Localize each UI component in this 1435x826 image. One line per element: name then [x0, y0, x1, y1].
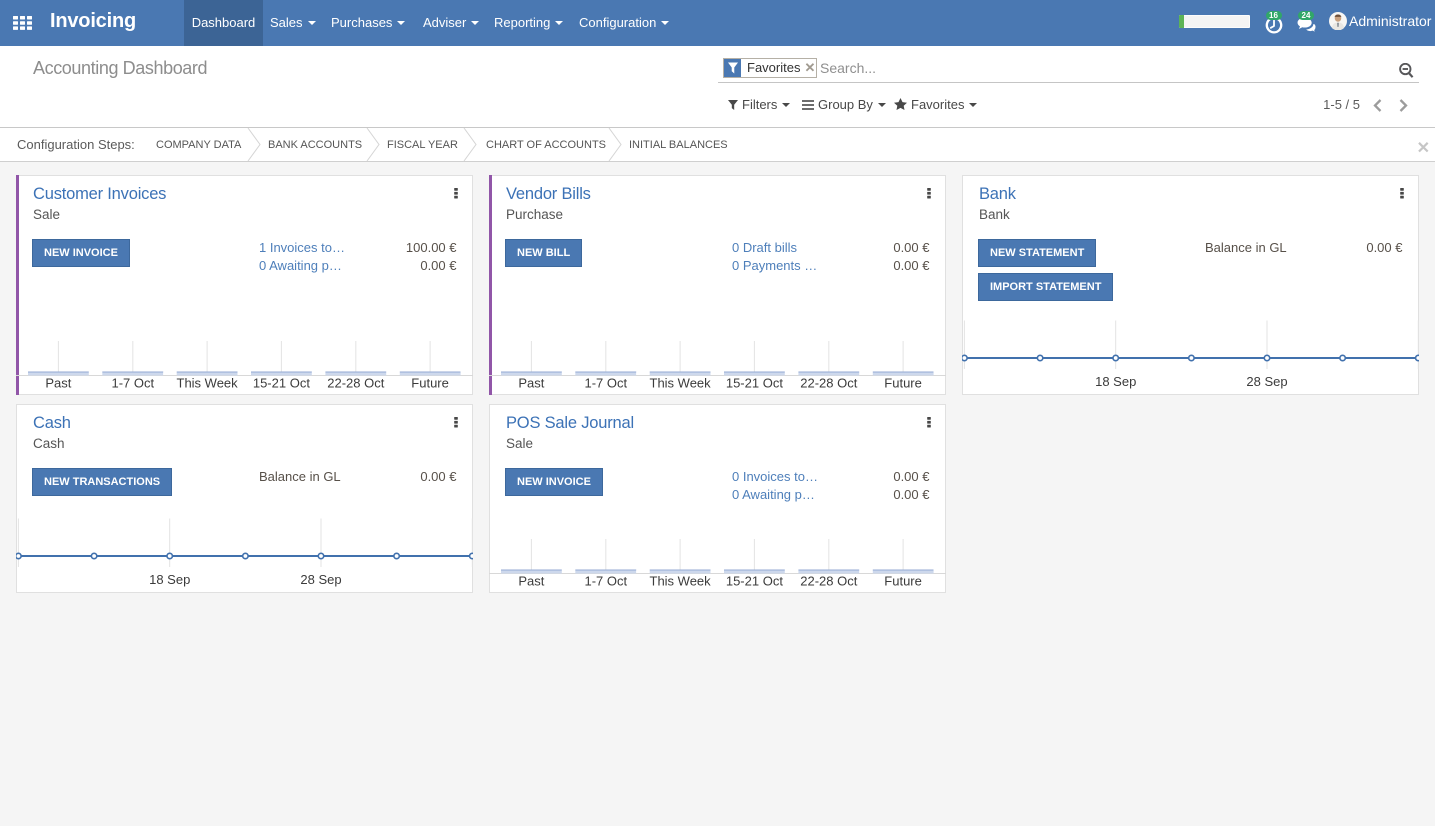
- svg-text:Future: Future: [884, 574, 922, 589]
- svg-text:This Week: This Week: [650, 574, 712, 589]
- svg-text:Past: Past: [45, 376, 71, 391]
- svg-text:This Week: This Week: [177, 376, 239, 391]
- svg-text:18 Sep: 18 Sep: [149, 572, 190, 587]
- svg-text:15-21 Oct: 15-21 Oct: [726, 574, 783, 589]
- svg-text:Past: Past: [518, 574, 544, 589]
- svg-text:15-21 Oct: 15-21 Oct: [253, 376, 310, 391]
- svg-text:15-21 Oct: 15-21 Oct: [726, 376, 783, 391]
- svg-text:22-28 Oct: 22-28 Oct: [800, 376, 857, 391]
- svg-text:This Week: This Week: [650, 376, 712, 391]
- svg-text:1-7 Oct: 1-7 Oct: [584, 376, 627, 391]
- svg-text:22-28 Oct: 22-28 Oct: [327, 376, 384, 391]
- svg-text:18 Sep: 18 Sep: [1095, 374, 1136, 389]
- svg-text:Future: Future: [411, 376, 449, 391]
- svg-text:1-7 Oct: 1-7 Oct: [584, 574, 627, 589]
- svg-text:28 Sep: 28 Sep: [1246, 374, 1287, 389]
- svg-text:Past: Past: [518, 376, 544, 391]
- svg-text:1-7 Oct: 1-7 Oct: [111, 376, 154, 391]
- svg-text:28 Sep: 28 Sep: [300, 572, 341, 587]
- svg-text:22-28 Oct: 22-28 Oct: [800, 574, 857, 589]
- svg-text:Future: Future: [884, 376, 922, 391]
